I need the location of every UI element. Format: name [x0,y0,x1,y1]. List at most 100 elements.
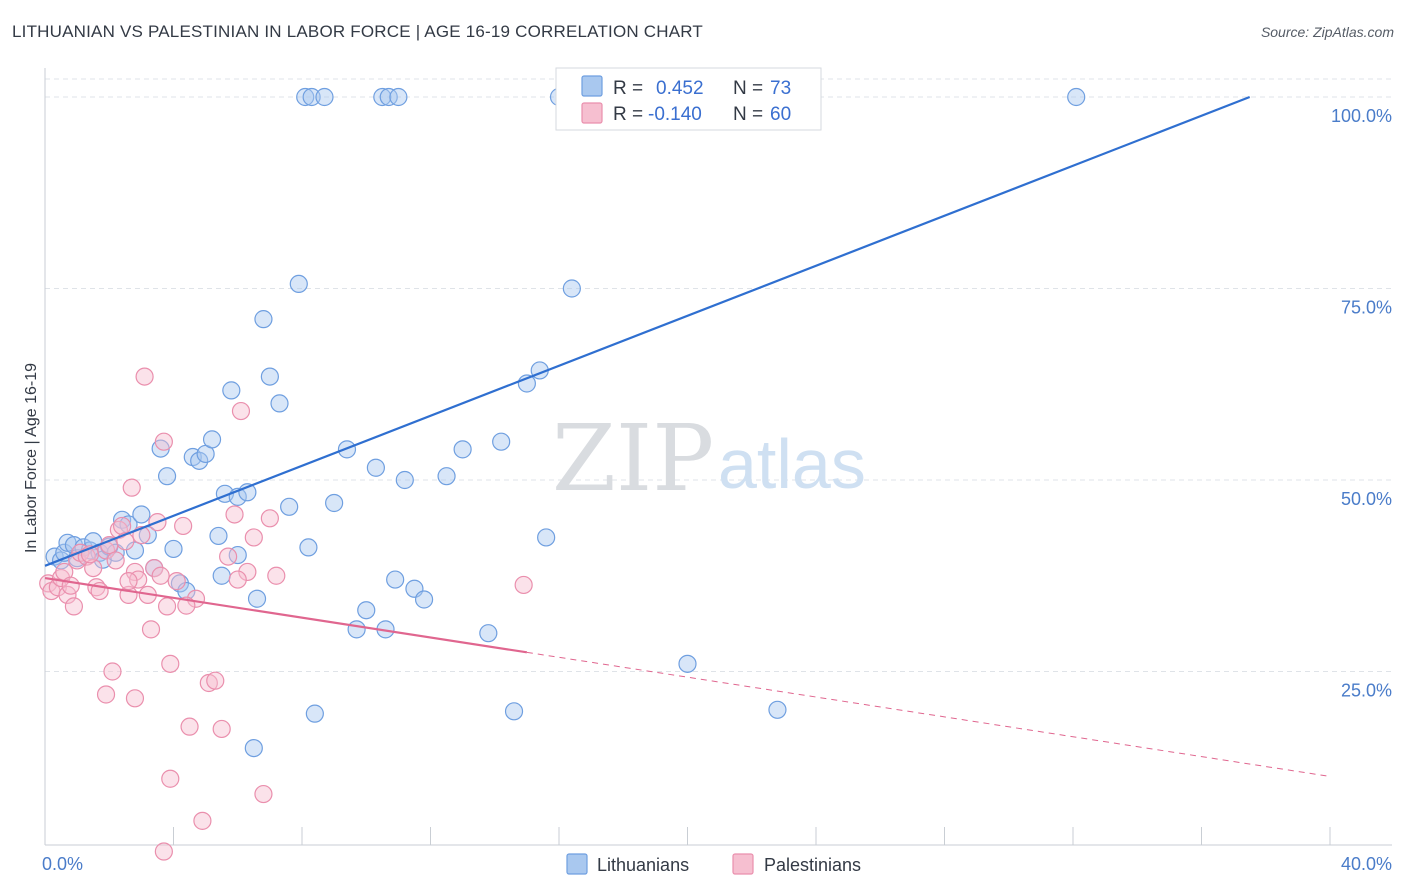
chart-title: LITHUANIAN VS PALESTINIAN IN LABOR FORCE… [12,22,704,41]
palestinian-point [151,566,170,585]
palestinian-point [225,505,244,524]
lithuanian-point [280,497,299,516]
lithuanian-point [325,493,344,513]
lithuanian-point [244,738,263,758]
lithuanian-point [305,704,324,723]
lithuanian-point [247,589,267,608]
y-tick-label: 25.0% [1341,681,1392,701]
palestinian-point [161,654,180,673]
x-tick-labels: 0.0% 40.0% [42,854,1392,874]
lithuanian-point [347,620,366,639]
palestinian-point [219,547,238,566]
lithuanian-point [299,538,318,557]
legend-r-value-0: 0.452 [656,78,704,99]
lithuanian-point [190,451,209,470]
palestinian-point [64,597,84,616]
palestinian-point [122,478,141,497]
series-legend: Lithuanians Palestinians [566,853,861,875]
correlation-legend: R = 0.452 N = 73 R = -0.140 N = 60 [555,67,822,131]
palestinian-point [244,528,263,547]
lithuanian-point [296,87,315,107]
lithuanian-point [125,541,145,560]
lithuanian-point [270,394,289,413]
axes [44,68,1392,846]
palestinian-point [206,671,225,690]
bottom-legend-label-palestinians: Palestinians [764,855,861,875]
palestinian-point [267,566,286,585]
legend-n-value-0: 73 [770,78,791,99]
lithuanian-point [386,570,405,589]
lithuanian-point [537,528,556,547]
palestinian-point [254,784,273,804]
palestinian-point [154,432,173,451]
palestinian-point [238,562,257,582]
palestinian-points [39,367,533,861]
lithuanian-point [504,702,524,721]
palestinian-point [84,558,103,578]
lithuanian-point [366,458,385,477]
palestinian-point [125,689,145,708]
palestinian-point [514,575,533,595]
palestinian-point [231,401,251,421]
palestinian-point [260,509,279,528]
legend-r-label-0: R = [613,78,643,99]
watermark-zip: ZIP [552,405,714,512]
lithuanian-point [222,381,241,400]
palestinian-point [119,572,138,591]
chart-source: Source: ZipAtlas.com [1260,24,1394,40]
lithuanian-point [209,526,228,546]
lithuanian-point [112,510,132,529]
lithuanian-point [254,310,273,329]
x-tick-label: 40.0% [1341,854,1392,874]
palestinian-point [141,620,161,639]
palestinian-point [61,576,80,595]
lithuanian-point [373,87,392,107]
palestinian-point [174,516,193,536]
palestinian-point [228,570,247,589]
watermark-atlas: atlas [718,425,866,503]
palestinian-point [157,597,177,616]
y-tick-label: 100.0% [1331,106,1392,126]
palestinian-point [180,717,199,736]
lithuanian-point [562,279,581,298]
palestinian-trend-extension [526,651,1331,777]
lithuanian-point [479,624,498,643]
legend-n-label-0: N = [733,78,763,99]
y-tick-label: 50.0% [1341,489,1392,509]
lithuanian-point [437,467,456,486]
lithuanian-point [157,467,177,486]
lithuanian-point [212,566,231,585]
bottom-legend-swatch-palestinians [732,853,754,875]
lithuanian-point [414,590,434,609]
palestinian-point [167,572,186,591]
palestinian-trend-line [44,576,528,654]
lithuanian-point [389,87,408,107]
palestinian-point [193,811,212,830]
lithuanian-trend-line [44,95,1251,567]
trend-lines [44,95,1331,777]
lithuanian-point [132,505,151,524]
y-axis-label: In Labor Force | Age 16-19 [23,363,40,553]
bottom-legend-swatch-lithuanians [566,853,588,875]
lithuanian-point [260,367,279,386]
palestinian-point [161,769,180,788]
lithuanian-point [357,601,376,620]
lithuanian-point [453,440,472,459]
lithuanian-point [492,432,511,451]
lithuanian-point [289,274,308,294]
legend-r-label-1: R = [613,104,643,125]
palestinian-point [135,367,154,386]
lithuanian-point [379,87,398,107]
legend-swatch-palestinian [581,102,603,124]
palestinian-point [154,842,173,861]
lithuanian-point [768,700,787,719]
legend-swatch-lithuanian [581,75,603,97]
lithuanian-point [202,430,222,449]
legend-r-value-1: -0.140 [648,104,702,125]
legend-n-value-1: 60 [770,104,791,125]
y-tick-label: 75.0% [1341,298,1392,318]
grid-lines [45,78,1392,672]
bottom-legend-label-lithuanians: Lithuanians [597,855,689,875]
lithuanian-point [164,539,183,559]
